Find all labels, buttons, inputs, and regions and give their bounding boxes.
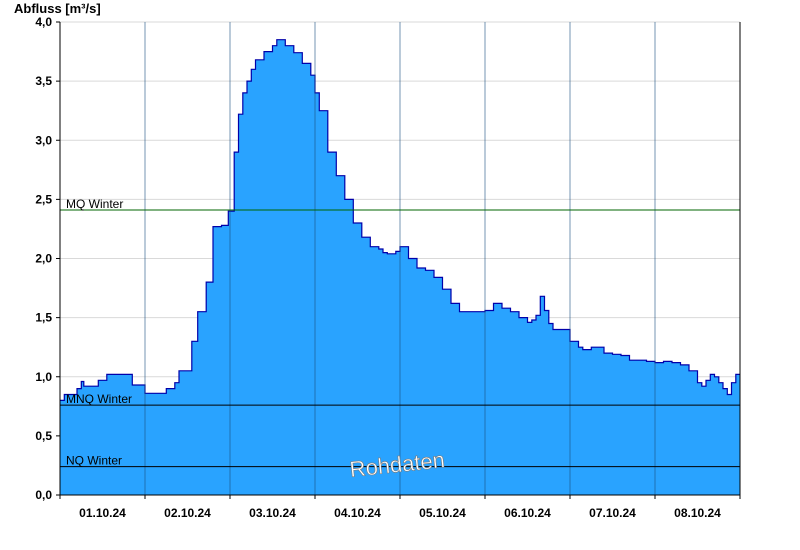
y-tick-label-0: 0,0	[35, 488, 52, 502]
y-tick-label-3: 1,5	[35, 311, 52, 325]
x-tick-label-5: 06.10.24	[504, 506, 551, 520]
y-tick-label-2: 1,0	[35, 370, 52, 384]
x-ticks-layer: 01.10.24 02.10.24 03.10.24 04.10.24 05.10.24…	[59, 495, 741, 520]
y-tick-label-8: 4,0	[35, 15, 52, 29]
x-tick-label-4: 05.10.24	[419, 506, 466, 520]
x-tick-label-3: 04.10.24	[334, 506, 381, 520]
day-divider-layer	[144, 22, 656, 495]
y-tick-label-7: 3,5	[35, 74, 52, 88]
y-tick-label-4: 2,0	[35, 252, 52, 266]
x-tick-label-0: 01.10.24	[79, 506, 126, 520]
y-axis-label: Abfluss [m³/s]	[14, 1, 101, 16]
x-tick-label-1: 02.10.24	[164, 506, 211, 520]
y-tick-label-5: 2,5	[35, 192, 52, 206]
y-ticks-layer: 0,0 0,5 1,0 1,5 2,0 2,5 3,0 3,5 4,0	[35, 15, 60, 502]
reference-lines-layer: MQ Winter MNQ Winter NQ Winter	[60, 197, 740, 468]
x-tick-label-2: 03.10.24	[249, 506, 296, 520]
reference-label-0: MQ Winter	[66, 197, 123, 211]
x-tick-label-6: 07.10.24	[589, 506, 636, 520]
y-tick-label-1: 0,5	[35, 429, 52, 443]
reference-label-2: NQ Winter	[66, 454, 122, 468]
x-tick-label-7: 08.10.24	[674, 506, 721, 520]
reference-label-1: MNQ Winter	[66, 392, 132, 406]
y-tick-label-6: 3,0	[35, 133, 52, 147]
